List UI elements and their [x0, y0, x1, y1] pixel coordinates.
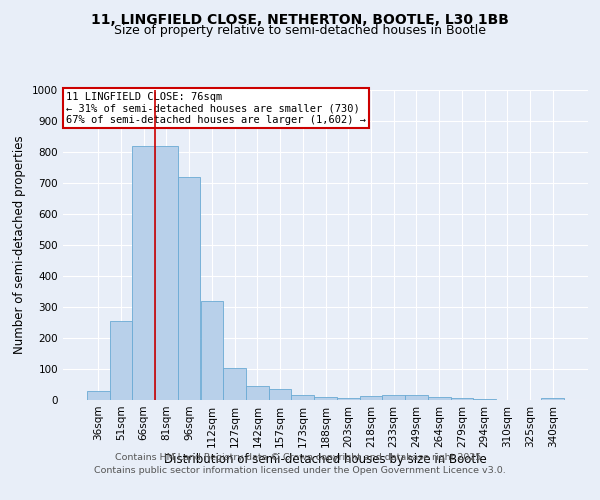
Bar	[451, 398, 473, 400]
Bar	[314, 397, 337, 400]
Y-axis label: Number of semi-detached properties: Number of semi-detached properties	[13, 136, 26, 354]
Bar	[87, 390, 110, 400]
Text: Contains public sector information licensed under the Open Government Licence v3: Contains public sector information licen…	[94, 466, 506, 475]
Bar	[541, 398, 564, 400]
Bar	[405, 396, 428, 400]
Bar	[292, 396, 314, 400]
Bar	[359, 396, 382, 400]
Bar	[246, 386, 269, 400]
Bar	[473, 399, 496, 400]
Text: Contains HM Land Registry data © Crown copyright and database right 2025.: Contains HM Land Registry data © Crown c…	[115, 452, 485, 462]
Bar	[223, 368, 246, 400]
Bar	[110, 321, 133, 400]
X-axis label: Distribution of semi-detached houses by size in Bootle: Distribution of semi-detached houses by …	[164, 452, 487, 466]
Text: 11, LINGFIELD CLOSE, NETHERTON, BOOTLE, L30 1BB: 11, LINGFIELD CLOSE, NETHERTON, BOOTLE, …	[91, 12, 509, 26]
Bar	[155, 146, 178, 400]
Bar	[269, 389, 292, 400]
Text: 11 LINGFIELD CLOSE: 76sqm
← 31% of semi-detached houses are smaller (730)
67% of: 11 LINGFIELD CLOSE: 76sqm ← 31% of semi-…	[65, 92, 365, 124]
Bar	[200, 301, 223, 400]
Text: Size of property relative to semi-detached houses in Bootle: Size of property relative to semi-detach…	[114, 24, 486, 37]
Bar	[178, 177, 200, 400]
Bar	[133, 146, 155, 400]
Bar	[382, 396, 405, 400]
Bar	[428, 397, 451, 400]
Bar	[337, 398, 359, 400]
